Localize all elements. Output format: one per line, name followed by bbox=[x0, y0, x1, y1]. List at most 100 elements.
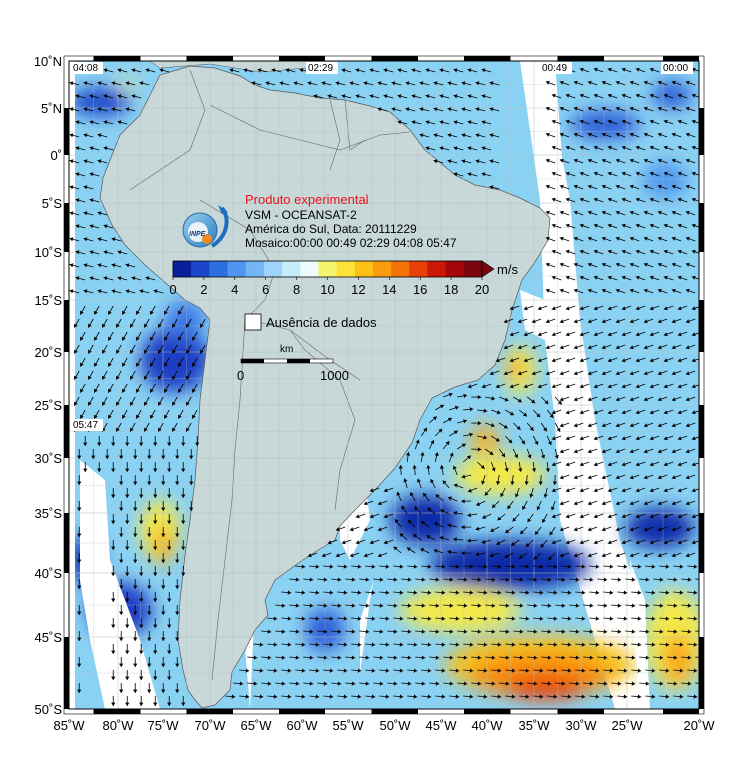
wind-arrow bbox=[457, 681, 468, 686]
wind-arrow bbox=[615, 210, 626, 216]
wind-arrow bbox=[185, 422, 192, 432]
wind-arrow bbox=[643, 344, 654, 350]
wind-arrow bbox=[463, 590, 474, 595]
wind-arrow bbox=[135, 305, 142, 315]
wind-arrow bbox=[527, 655, 538, 660]
wind-arrow bbox=[631, 694, 642, 699]
wind-arrow bbox=[83, 185, 94, 190]
wind-arrow bbox=[439, 94, 450, 99]
wind-arrow bbox=[573, 448, 584, 454]
wind-arrow bbox=[537, 331, 548, 337]
wind-arrow bbox=[195, 436, 200, 446]
wind-arrow bbox=[573, 500, 584, 506]
wind-arrow bbox=[341, 68, 352, 73]
wind-arrow bbox=[83, 462, 88, 472]
wind-arrow bbox=[363, 500, 374, 506]
wind-arrow bbox=[145, 68, 156, 73]
colorbar-tick: 8 bbox=[293, 282, 300, 297]
wind-arrow bbox=[321, 81, 332, 86]
wind-arrow bbox=[607, 331, 618, 337]
wind-arrow bbox=[510, 539, 520, 547]
wind-arrow bbox=[643, 288, 654, 294]
wind-arrow bbox=[601, 262, 612, 268]
wind-arrow bbox=[422, 492, 430, 502]
wind-arrow bbox=[657, 396, 668, 402]
wind-arrow bbox=[677, 435, 688, 441]
wind-arrow bbox=[69, 211, 80, 216]
wind-arrow bbox=[175, 449, 180, 459]
wind-arrow bbox=[490, 526, 500, 532]
wind-arrow bbox=[629, 370, 640, 376]
wind-arrow bbox=[663, 539, 674, 545]
wind-arrow bbox=[691, 514, 699, 519]
wind-arrow bbox=[615, 132, 626, 138]
lon-label: 40˚W bbox=[471, 718, 503, 733]
wind-arrow bbox=[677, 539, 688, 545]
wind-arrow bbox=[575, 616, 586, 621]
wind-arrow bbox=[175, 657, 180, 667]
wind-arrow bbox=[607, 67, 618, 73]
wind-arrow bbox=[541, 603, 552, 608]
wind-arrow bbox=[461, 474, 472, 479]
wind-arrow bbox=[397, 120, 408, 125]
wind-arrow bbox=[519, 694, 530, 699]
wind-arrow bbox=[565, 357, 576, 363]
lon-label: 45˚W bbox=[425, 718, 457, 733]
wind-arrow bbox=[545, 132, 556, 138]
wind-arrow bbox=[607, 539, 618, 545]
wind-arrow bbox=[569, 681, 580, 686]
wind-arrow bbox=[537, 357, 548, 363]
wind-arrow bbox=[365, 642, 376, 647]
wind-arrow bbox=[649, 409, 660, 415]
wind-arrow bbox=[139, 618, 144, 628]
wind-arrow bbox=[147, 475, 152, 485]
wind-arrow bbox=[351, 564, 362, 569]
wind-arrow bbox=[393, 546, 402, 554]
wind-arrow bbox=[643, 370, 654, 376]
wind-arrow bbox=[677, 383, 688, 389]
wind-arrow bbox=[449, 405, 459, 411]
wind-arrow bbox=[139, 670, 144, 680]
wind-arrow bbox=[163, 331, 170, 341]
wind-arrow bbox=[691, 488, 699, 493]
wind-arrow bbox=[657, 106, 668, 112]
wind-arrow bbox=[421, 590, 432, 595]
wind-arrow bbox=[303, 655, 314, 660]
wind-arrow bbox=[133, 683, 138, 693]
wind-arrow bbox=[393, 616, 404, 621]
wind-arrow bbox=[267, 616, 278, 621]
wind-arrow bbox=[629, 236, 640, 242]
wind-arrow bbox=[415, 577, 426, 582]
wind-arrow bbox=[663, 145, 674, 151]
wind-arrow bbox=[583, 629, 594, 634]
wind-arrow bbox=[115, 422, 122, 432]
wind-arrow bbox=[481, 146, 492, 151]
wind-arrow bbox=[121, 383, 128, 393]
wind-arrow bbox=[75, 172, 86, 177]
wind-arrow bbox=[593, 409, 604, 415]
wind-arrow bbox=[335, 526, 346, 532]
wind-arrow bbox=[541, 629, 552, 634]
wind-arrow bbox=[463, 564, 474, 569]
wind-arrow bbox=[143, 318, 150, 328]
wind-arrow bbox=[111, 566, 116, 576]
wind-arrow bbox=[69, 133, 80, 138]
wind-arrow bbox=[649, 197, 660, 203]
wind-arrow bbox=[559, 396, 570, 402]
wind-arrow bbox=[545, 370, 556, 376]
wind-arrow bbox=[677, 357, 688, 363]
wind-arrow bbox=[671, 526, 682, 532]
wind-arrow bbox=[667, 577, 678, 582]
wind-arrow bbox=[453, 94, 464, 99]
wind-arrow bbox=[129, 344, 136, 354]
wind-arrow bbox=[443, 417, 453, 424]
wind-arrow bbox=[607, 513, 618, 519]
wind-arrow bbox=[615, 344, 626, 350]
wind-arrow bbox=[505, 590, 516, 595]
wind-arrow bbox=[476, 461, 485, 470]
wind-arrow bbox=[639, 681, 650, 686]
wind-arrow bbox=[447, 107, 458, 112]
wind-arrow bbox=[545, 236, 556, 242]
wind-arrow bbox=[289, 655, 300, 660]
wind-arrow bbox=[337, 694, 348, 699]
